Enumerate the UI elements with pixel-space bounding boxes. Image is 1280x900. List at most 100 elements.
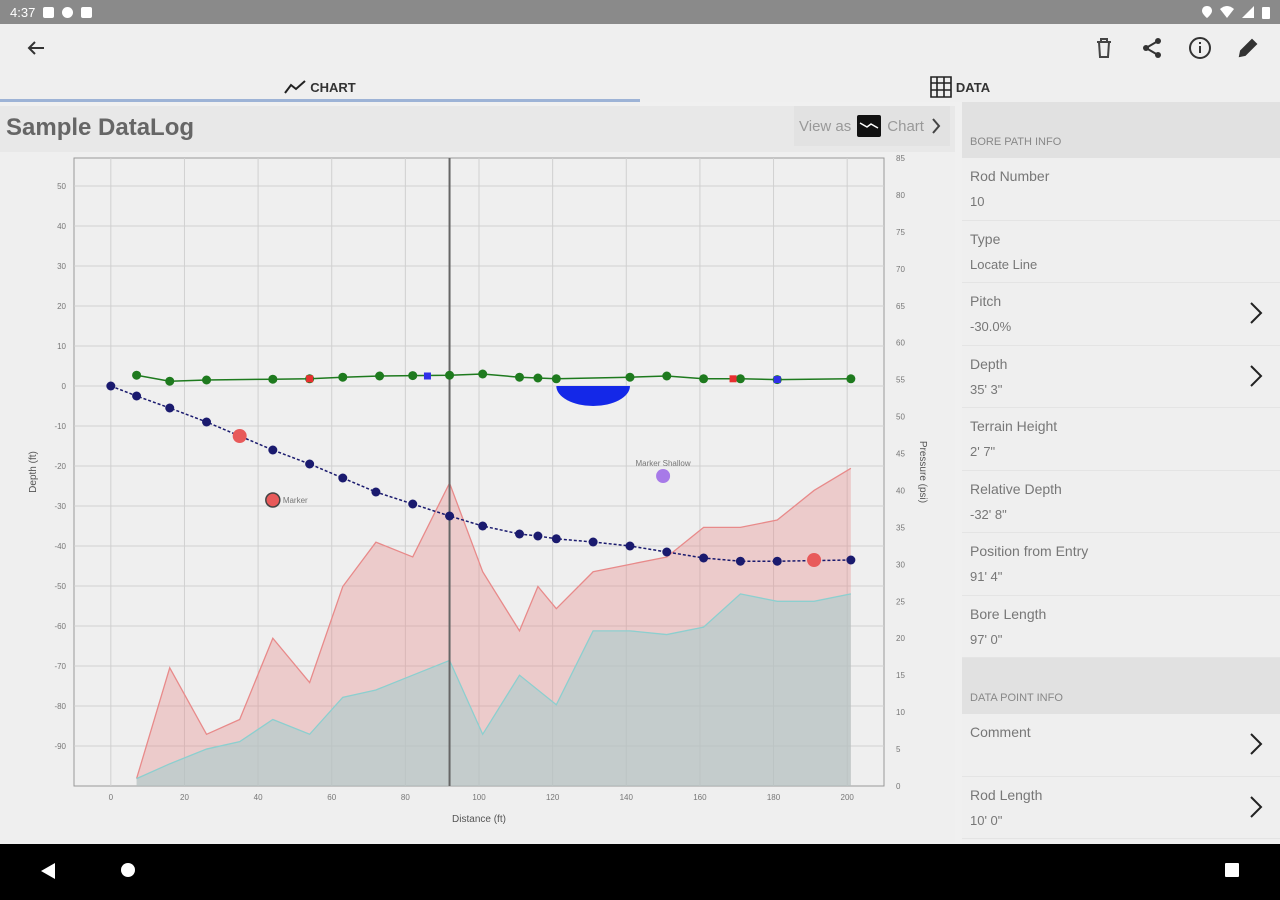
terrain-point [132,370,142,380]
terrain-point [202,375,212,385]
info-row-bore-length: Bore Length 97' 0" [962,596,1280,658]
info-button[interactable] [1184,32,1216,64]
bore-chart[interactable]: 0 20 40 60 80 100 120 140 160 180 20050403020100-1… [0,152,955,842]
info-row-label: Comment [970,724,1031,740]
x-tick-label: 140 [620,793,634,802]
info-row-rod-length[interactable]: Rod Length 10' 0" [962,777,1280,839]
tab-chart-label: CHART [310,79,356,95]
small-marker [306,375,314,383]
y2-tick-label: 15 [896,671,905,680]
y2-tick-label: 60 [896,339,905,348]
info-row-label: Relative Depth [970,480,1062,497]
navigation-bar [0,844,1280,900]
y-tick-label: 10 [57,342,66,351]
tab-data[interactable]: DATA [640,72,1280,102]
app-toolbar [0,24,1280,72]
info-row-label: Depth [970,355,1008,372]
x-tick-label: 40 [254,793,263,802]
info-row-depth[interactable]: Depth 35' 3" [962,346,1280,408]
info-row-rod-number: Rod Number 10 [962,158,1280,221]
y2-tick-label: 40 [896,486,905,495]
chevron-right-icon [932,118,941,134]
clipboard-icon [81,6,93,18]
info-row-value: 10 [970,194,985,209]
notification-icon [43,6,55,18]
terrain-point [338,372,348,382]
trash-icon [1097,38,1111,58]
nav-recents-icon[interactable] [1224,862,1240,878]
marker-point [232,429,247,443]
x-tick-label: 80 [401,793,410,802]
signal-icon [1242,6,1254,18]
bore-path-point [371,487,381,497]
y2-tick-label: 30 [896,560,905,569]
table-grid-icon [930,76,952,98]
bore-path-point [735,556,745,566]
chevron-right-icon [1250,733,1263,755]
y2-tick-label: 20 [896,634,905,643]
status-bar: 4:37 [0,0,1280,24]
y2-tick-label: 65 [896,302,905,311]
info-row-type: Type Locate Line [962,221,1280,283]
title-row: Sample DataLog View as Chart [0,106,955,152]
y2-tick-label: 80 [896,191,905,200]
y-tick-label: -30 [54,502,66,511]
info-row-pitch[interactable]: Pitch -30.0% [962,283,1280,346]
obstacle-shape [556,386,630,406]
chart-area[interactable]: 0 20 40 60 80 100 120 140 160 180 200 50 40 30 20 10 0 -1… [0,152,955,842]
x-tick-label: 200 [841,793,855,802]
terrain-point [735,374,745,384]
pressure-low-area [136,593,851,786]
terrain-point [662,371,672,381]
terrain-point [551,374,561,384]
back-button[interactable] [20,32,52,64]
info-row-label: Type [970,230,1001,247]
y-tick-label: -40 [54,542,66,551]
y2-tick-label: 0 [896,782,901,791]
info-row-value: 2' 7" [970,444,996,459]
location-icon [1202,6,1212,18]
battery-icon [1262,6,1270,19]
view-as-button[interactable]: View as Chart [794,106,950,146]
bore-path-point [533,531,543,541]
info-row-label: Terrain Height [970,418,1058,434]
info-row-comment[interactable]: Comment [962,714,1280,777]
y-tick-label: 40 [57,222,66,231]
y-tick-label: -10 [54,422,66,431]
pencil-icon [1238,38,1258,58]
wifi-icon [1220,6,1234,18]
bore-path-point [551,534,561,544]
data-point-header: DATA POINT INFO [962,658,1280,714]
terrain-point [515,372,524,382]
info-row-value: -32' 8" [970,506,1007,522]
info-row-value: 35' 3" [970,381,1003,397]
terrain-point [699,374,709,384]
view-as-label: View as [799,117,852,135]
share-button[interactable] [1136,32,1168,64]
x-axis-label: Distance (ft) [452,814,506,825]
tab-chart[interactable]: CHART [0,72,640,102]
x-tick-label: 180 [767,793,781,802]
terrain-point [846,374,856,384]
nav-back-icon[interactable] [40,862,56,880]
marker-point [265,492,281,508]
delete-button[interactable] [1088,32,1120,64]
small-marker [773,376,781,384]
bore-path-point [478,521,488,531]
info-row-value: Locate Line [970,256,1038,272]
nav-home-icon[interactable] [120,862,136,878]
info-row-label: Pitch [970,293,1002,309]
y2-tick-label: 5 [896,745,901,754]
y2-axis-label: Pressure (psi) [917,441,928,503]
info-row-value: 91' 4" [970,569,1003,584]
edit-button[interactable] [1232,32,1264,64]
pressure-high-line [135,467,852,779]
x-tick-label: 20 [180,793,189,802]
marker-point [807,553,822,567]
small-marker [423,372,431,380]
back-arrow-icon [27,41,44,55]
bore-path-point [515,529,524,539]
info-row-relative-depth: Relative Depth -32' 8" [962,471,1280,533]
marker-point [656,469,671,483]
bore-path-point [165,403,175,413]
